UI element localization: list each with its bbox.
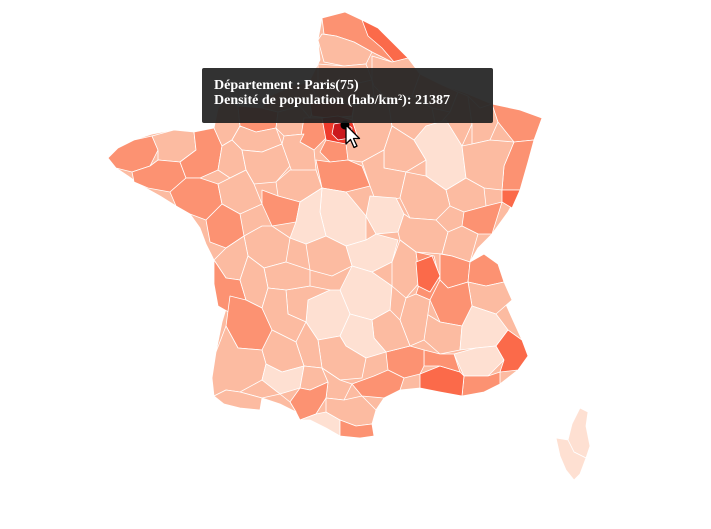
tooltip-department-line: Département : Paris(75)	[214, 78, 359, 93]
department-pyrenees-orientales[interactable]	[339, 419, 375, 439]
department-pyrenees-atlantiques[interactable]	[213, 389, 263, 411]
mouse-pointer-icon	[345, 124, 361, 149]
department-indre[interactable]	[289, 187, 327, 245]
department-vosges[interactable]	[461, 139, 515, 191]
department-haute-savoie[interactable]	[467, 253, 505, 287]
department-var[interactable]	[461, 371, 501, 397]
department-eure-et-loir[interactable]	[281, 133, 317, 173]
tooltip-density-line: Densité de population (hab/km²): 21387	[214, 93, 451, 108]
department-hautes-pyrenees[interactable]	[261, 393, 297, 413]
department-herault[interactable]	[351, 369, 405, 399]
department-cote-dor[interactable]	[399, 171, 451, 221]
department-corse-du-sud[interactable]	[555, 437, 587, 481]
department-pas-de-calais[interactable]	[317, 33, 373, 67]
department-haut-rhin[interactable]	[501, 189, 521, 209]
department-alpes-maritimes[interactable]	[495, 329, 529, 373]
department-lyon[interactable]	[415, 255, 441, 293]
department-tooltip: Département : Paris(75) Densité de popul…	[202, 68, 493, 123]
